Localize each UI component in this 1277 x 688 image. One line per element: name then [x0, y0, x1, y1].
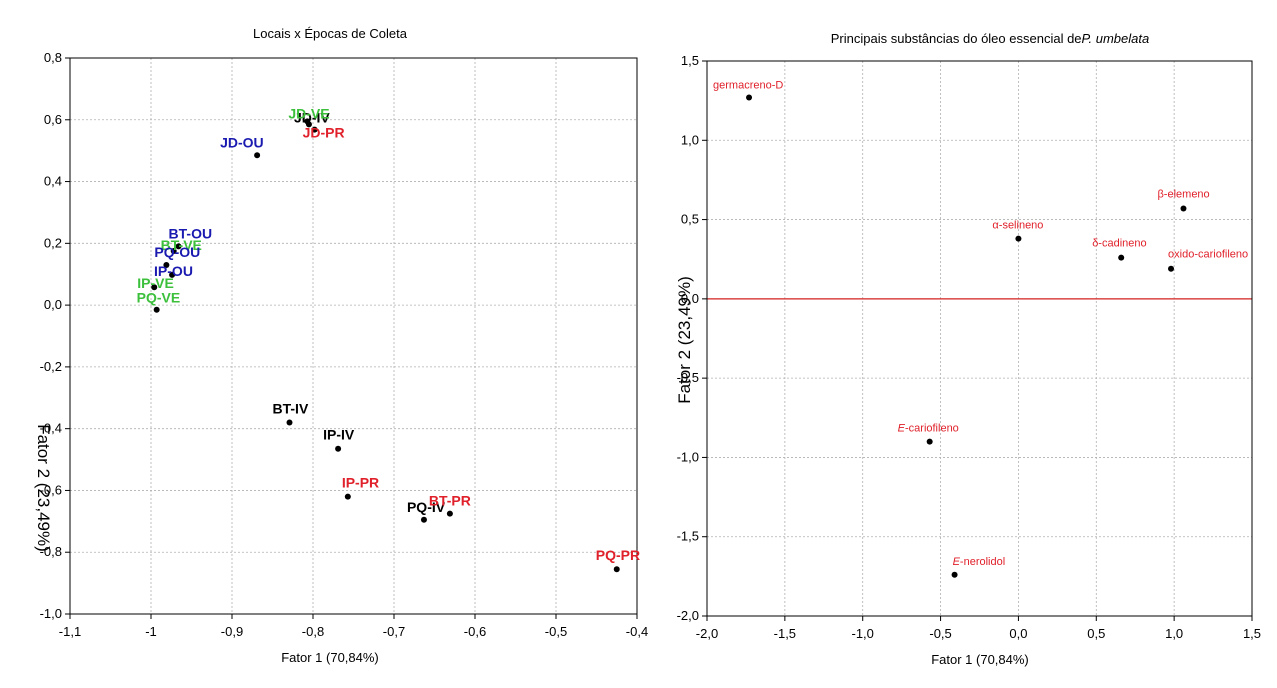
data-point [311, 126, 318, 133]
x-tick-label: -0,5 [929, 626, 951, 641]
y-tick-label: -0,2 [40, 359, 62, 374]
x-tick-label: -1,0 [852, 626, 874, 641]
data-point-label: β-elemeno [1157, 188, 1209, 200]
data-point [335, 445, 342, 452]
x-tick-label: -2,0 [696, 626, 718, 641]
x-tick-label: -1,1 [59, 624, 81, 639]
data-point-label: PQ-PR [596, 547, 640, 563]
data-point-label: PQ-OU [154, 244, 200, 260]
data-point [163, 261, 170, 268]
y-tick-label: -0,4 [40, 421, 62, 436]
left-scatter-chart: -1,1 -1 -0,9 -0,8 -0,7 -0,6 -0,5 -0,4 -1,0 -0,8 -0… [34, 26, 648, 665]
data-point [1180, 205, 1187, 212]
y-tick-label: 0,0 [681, 291, 699, 306]
data-point-label: IP-IV [323, 427, 355, 443]
data-point [1168, 265, 1175, 272]
data-point-label: E-cariofileno [898, 423, 959, 435]
x-tick-label: -0,5 [545, 624, 567, 639]
data-point-label: JD-OU [220, 134, 264, 150]
data-point [175, 243, 182, 250]
right-scatter-chart: -2,0 -1,5 -1,0 -0,5 0,0 0,5 1,0 1,5 -2,0 -1,5 -1,0… [675, 31, 1261, 667]
y-tick-label: 0,2 [44, 235, 62, 250]
y-tick-label: -0,5 [677, 370, 699, 385]
y-axis-label: Fator 2 (23,49%) [34, 424, 53, 552]
x-tick-label: 0,0 [1009, 626, 1027, 641]
y-tick-label: 0,4 [44, 174, 62, 189]
y-tick-label: -0,8 [40, 544, 62, 559]
x-tick-label: 1,0 [1165, 626, 1183, 641]
data-point [286, 419, 293, 426]
data-point [1118, 254, 1125, 261]
x-axis-label: Fator 1 (70,84%) [931, 652, 1029, 667]
y-tick-label: -2,0 [677, 608, 699, 623]
data-point [951, 571, 958, 578]
y-tick-label: 0,6 [44, 112, 62, 127]
y-tick-label: 0,8 [44, 50, 62, 65]
data-point-label: oxido-cariofileno [1168, 249, 1248, 261]
data-point-label: IP-VE [137, 275, 174, 291]
data-point [151, 284, 158, 291]
data-point-label: IP-OU [154, 263, 193, 279]
data-point-label: BT-VE [161, 237, 202, 253]
data-point-label: BT-IV [273, 400, 309, 416]
x-tick-label: 0,5 [1087, 626, 1105, 641]
x-tick-label: -0,4 [626, 624, 648, 639]
data-point-label: IP-PR [342, 475, 379, 491]
data-point-label: germacreno-D [713, 79, 783, 91]
x-tick-label: -0,8 [302, 624, 324, 639]
data-point [170, 248, 177, 255]
data-point-label: BT-PR [429, 493, 471, 509]
data-point-label: JD-IV [294, 109, 330, 125]
data-point-label: PQ-IV [407, 499, 446, 515]
y-tick-label: 1,5 [681, 53, 699, 68]
chart-title: Locais x Épocas de Coleta [253, 26, 408, 41]
data-point-label: BT-OU [169, 225, 213, 241]
data-point-label: PQ-VE [137, 290, 181, 306]
plot-frame [69, 57, 638, 615]
x-tick-label: -1,5 [774, 626, 796, 641]
data-point [344, 493, 351, 500]
y-tick-label: 1,0 [681, 132, 699, 147]
data-point [926, 438, 933, 445]
data-point-label: E-nerolidol [953, 556, 1006, 568]
y-tick-label: 0,5 [681, 212, 699, 227]
y-tick-label: -1,0 [40, 606, 62, 621]
data-point [153, 306, 160, 313]
x-axis-label: Fator 1 (70,84%) [281, 650, 379, 665]
data-point [446, 510, 453, 517]
data-point [254, 152, 261, 159]
y-tick-label: -0,6 [40, 482, 62, 497]
data-point [304, 118, 311, 125]
x-tick-label: -0,7 [383, 624, 405, 639]
chart-title: Principais substâncias do óleo essencial… [831, 31, 1149, 46]
data-point [169, 271, 176, 278]
data-point [613, 566, 620, 573]
data-point-label: δ-cadineno [1092, 238, 1146, 250]
data-point-label: JD-PR [303, 125, 345, 141]
x-tick-label: -0,9 [221, 624, 243, 639]
y-tick-label: -1,5 [677, 529, 699, 544]
plot-frame [706, 60, 1253, 617]
data-point [746, 94, 753, 101]
data-point [1015, 235, 1022, 242]
x-tick-label: -0,6 [464, 624, 486, 639]
x-tick-label: -1 [145, 624, 157, 639]
data-point-label: JD-VE [288, 105, 329, 121]
y-tick-label: 0,0 [44, 297, 62, 312]
data-point-label: α-selineno [992, 220, 1043, 232]
x-tick-label: 1,5 [1243, 626, 1261, 641]
data-point [420, 516, 427, 523]
y-tick-label: -1,0 [677, 449, 699, 464]
y-axis-label: Fator 2 (23,49%) [675, 276, 694, 404]
